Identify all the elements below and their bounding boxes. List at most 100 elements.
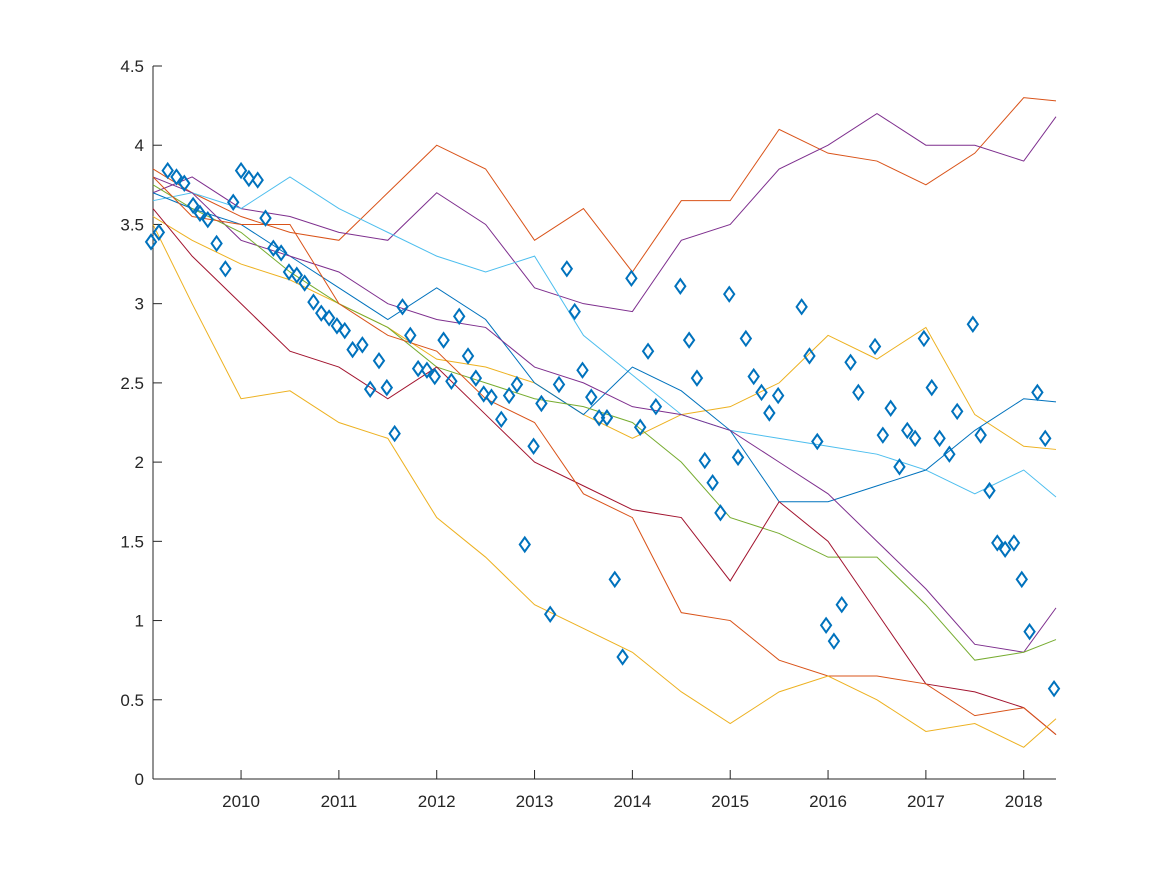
scatter-point: [298, 274, 311, 292]
scatter-point: [893, 458, 906, 476]
scatter-point: [201, 210, 215, 229]
scatter-point: [933, 429, 946, 448]
y-tick-label: 4.5: [120, 57, 144, 76]
scatter-point: [315, 304, 328, 322]
x-tick-label: 2014: [613, 792, 651, 811]
line: [152, 176, 1057, 498]
scatter-point: [925, 378, 938, 397]
x-tick-label: 2015: [711, 792, 749, 811]
scatter-point: [568, 302, 581, 321]
scatter-point: [739, 329, 753, 348]
scatter-point: [178, 174, 191, 192]
scatter-point: [404, 326, 417, 345]
scatter-point: [290, 266, 304, 284]
scatter-point: [219, 260, 232, 278]
scatter-point: [844, 353, 857, 372]
line: [152, 97, 1057, 273]
scatter-point: [282, 263, 296, 281]
scatter-point: [633, 418, 647, 436]
scatter-point: [917, 329, 931, 348]
scatter-point: [991, 534, 1004, 552]
x-tick-label: 2018: [1005, 792, 1043, 811]
scatter-point: [682, 331, 696, 349]
scatter-point: [585, 388, 598, 406]
scatter-point: [346, 340, 359, 359]
line: [152, 192, 1057, 503]
y-tick-label: 1: [135, 612, 144, 631]
scatter-point: [477, 385, 490, 403]
scatter-point: [876, 426, 890, 444]
x-tick-label: 2017: [907, 792, 945, 811]
x-tick-label: 2012: [418, 792, 456, 811]
scatter-point: [835, 595, 848, 614]
x-tick-label: 2013: [516, 792, 554, 811]
scatter-point: [1007, 534, 1021, 552]
scatter-point: [495, 410, 508, 429]
scatter-point: [1015, 570, 1028, 589]
line: [152, 176, 1057, 736]
scatter-point: [723, 285, 736, 303]
scatter-point: [461, 347, 475, 365]
scatter-point: [560, 260, 574, 278]
scatter-point: [242, 169, 256, 188]
scatter-point: [690, 369, 704, 387]
scatter-point: [641, 342, 655, 360]
line: [152, 224, 1057, 748]
scatter-point: [510, 375, 524, 394]
y-tick-label: 2: [135, 453, 144, 472]
scatter-point: [411, 359, 425, 378]
scatter-point: [251, 171, 264, 189]
scatter-point: [747, 367, 760, 386]
scatter-point: [827, 632, 841, 650]
scatter-point: [535, 394, 548, 413]
scatter-point: [600, 409, 614, 427]
scatter-point: [674, 277, 687, 295]
scatter-point: [714, 504, 727, 522]
scatter-point: [576, 361, 589, 379]
scatter-point: [901, 421, 914, 440]
x-tick-label: 2011: [321, 792, 358, 811]
scatter-point: [698, 451, 712, 470]
scatter-point: [943, 445, 956, 463]
y-tick-label: 4: [135, 136, 144, 155]
scatter-point: [210, 234, 223, 253]
scatter-point: [731, 448, 745, 467]
scatter-point: [372, 351, 386, 370]
scatter-point: [543, 605, 557, 623]
scatter-point: [338, 321, 351, 340]
scatter-point: [1039, 429, 1052, 448]
scatter-point: [234, 161, 248, 180]
scatter-point: [428, 367, 441, 386]
scatter-point: [706, 473, 719, 492]
y-tick-label: 2.5: [120, 374, 144, 393]
scatter-point: [259, 209, 272, 227]
scatter-point: [1031, 383, 1044, 402]
line: [152, 112, 1057, 313]
scatter-point: [330, 317, 344, 335]
scatter-point: [152, 223, 166, 242]
scatter-point: [396, 298, 409, 316]
y-tick-label: 1.5: [120, 532, 144, 551]
scatter-point: [170, 168, 183, 186]
scatter-point: [186, 196, 200, 215]
scatter-point: [852, 383, 865, 402]
scatter-point: [771, 386, 785, 405]
y-tick-label: 0: [135, 770, 144, 789]
scatter-point: [755, 383, 768, 402]
scatter-point: [502, 386, 516, 405]
scatter-point: [868, 337, 882, 356]
scatter-point: [625, 269, 638, 288]
scatter-point: [998, 540, 1012, 558]
scatter-point: [527, 437, 540, 455]
scatter-point: [763, 404, 776, 422]
scatter-point: [420, 361, 434, 379]
scatter-point: [983, 481, 996, 500]
y-tick-label: 3.5: [120, 215, 144, 234]
scatter-point: [274, 244, 288, 262]
scatter-point: [161, 161, 174, 180]
scatter-point: [616, 648, 629, 666]
scatter-point: [649, 397, 663, 416]
scatter-point: [974, 426, 987, 444]
scatter-point: [518, 535, 531, 554]
